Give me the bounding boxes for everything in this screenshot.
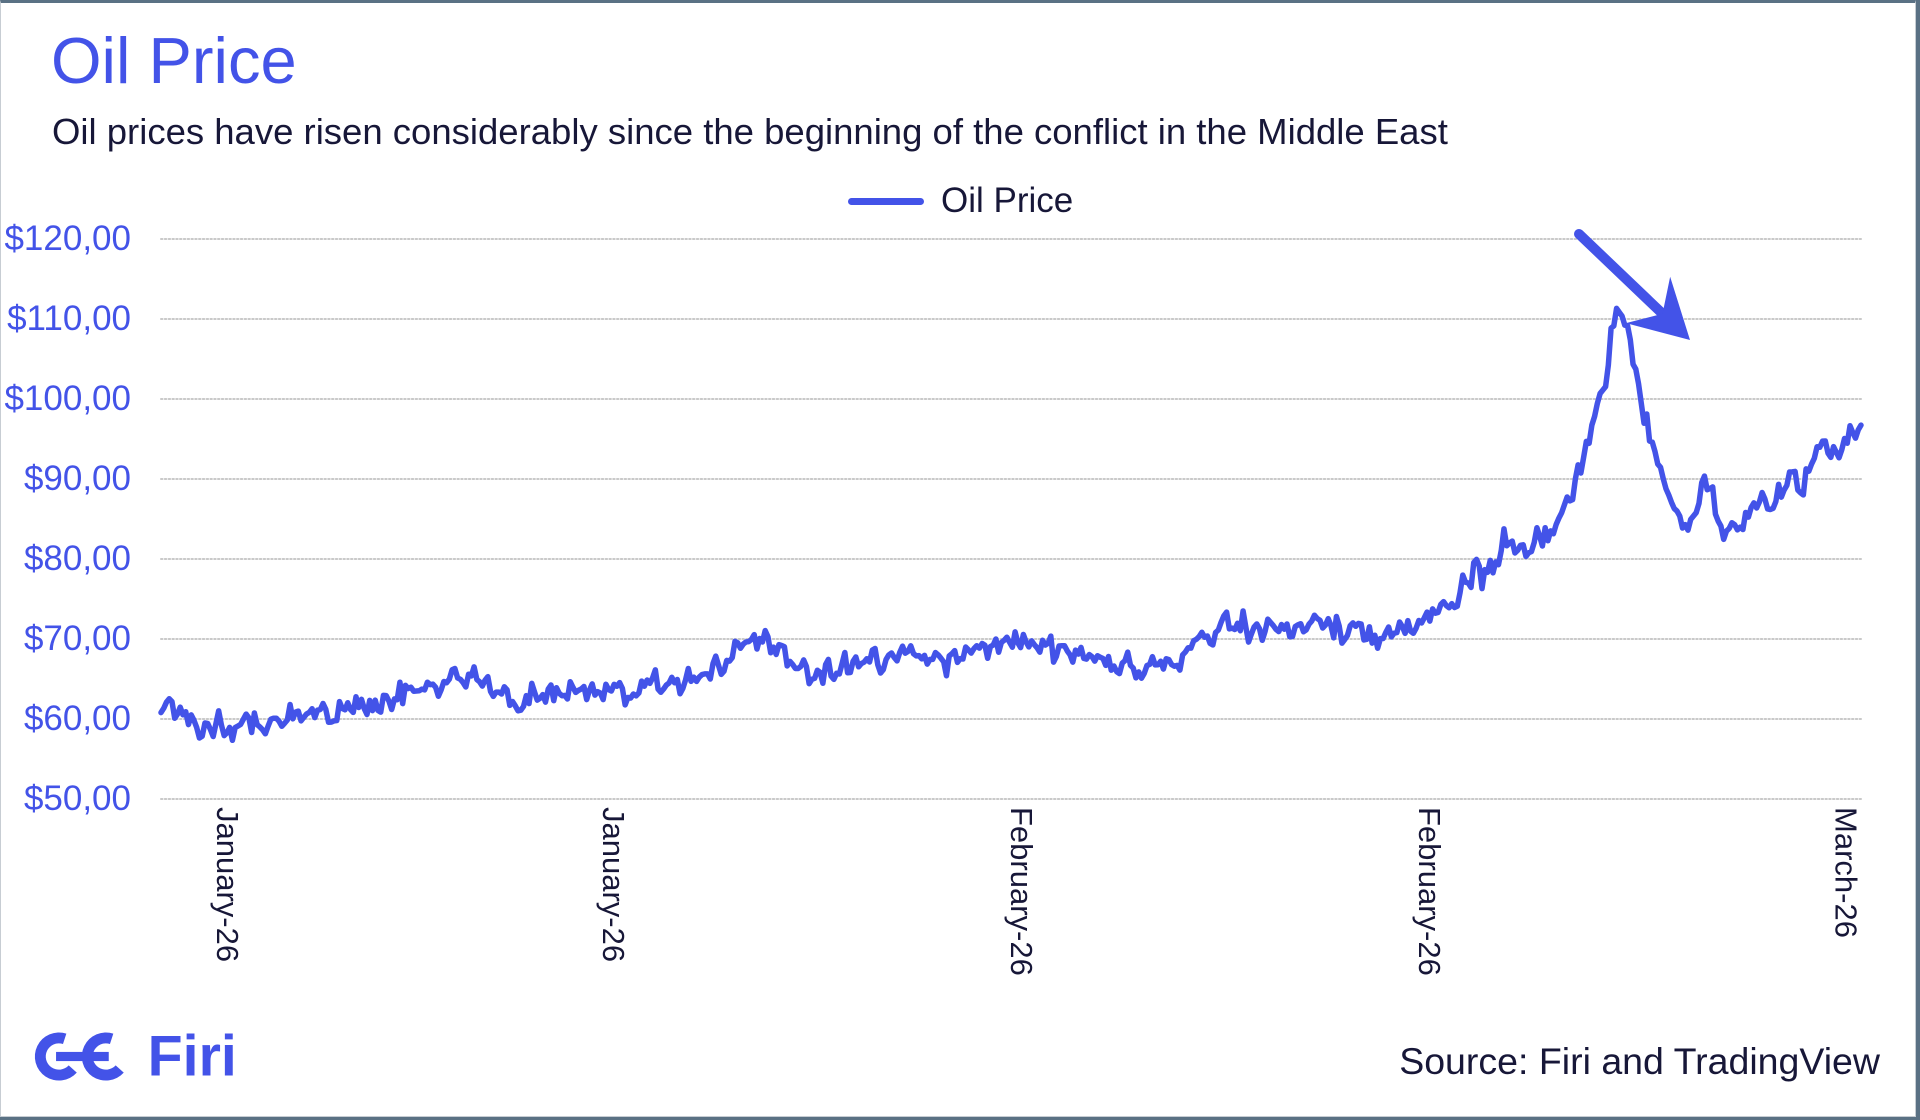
- svg-text:February-26: February-26: [1004, 807, 1039, 976]
- svg-text:$120,00: $120,00: [4, 219, 131, 258]
- svg-text:$110,00: $110,00: [7, 299, 131, 338]
- svg-text:February-26: February-26: [1412, 807, 1447, 976]
- svg-text:$50,00: $50,00: [24, 779, 131, 818]
- svg-text:$90,00: $90,00: [24, 459, 131, 498]
- svg-text:March-26: March-26: [1829, 807, 1864, 938]
- svg-text:Firi: Firi: [148, 1024, 237, 1088]
- svg-text:$60,00: $60,00: [24, 699, 131, 738]
- svg-text:$100,00: $100,00: [4, 379, 131, 418]
- svg-text:January-26: January-26: [210, 807, 245, 962]
- svg-text:$70,00: $70,00: [24, 619, 131, 658]
- svg-text:$80,00: $80,00: [24, 539, 131, 578]
- svg-text:January-26: January-26: [596, 807, 631, 962]
